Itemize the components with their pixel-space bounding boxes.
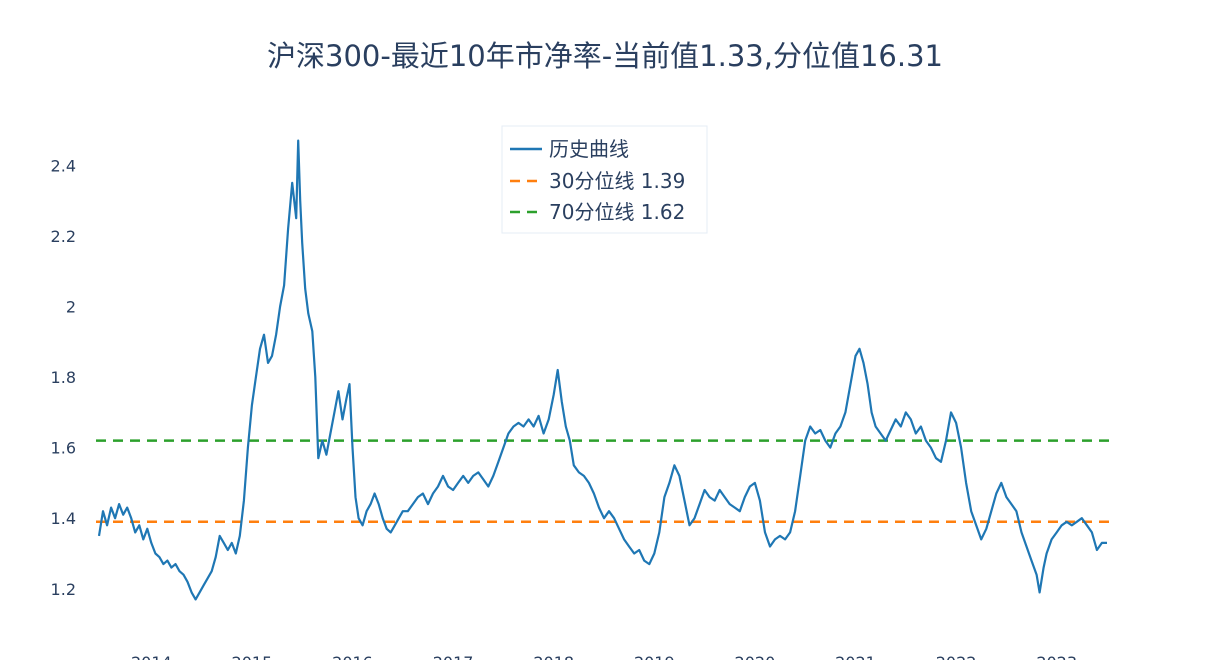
x-tick-label: 2018: [533, 653, 574, 660]
y-tick-label: 1.6: [51, 439, 76, 458]
y-tick-label: 2.4: [51, 156, 76, 175]
x-tick-label: 2021: [835, 653, 876, 660]
y-axis-ticks: 1.2 1.4 1.6 1.8 2 2.2 2.4: [51, 156, 76, 599]
x-tick-label: 2016: [332, 653, 373, 660]
chart-title: 沪深300-最近10年市净率-当前值1.33,分位值16.31: [267, 39, 943, 73]
x-tick-label: 2019: [634, 653, 675, 660]
y-tick-label: 2: [66, 297, 76, 316]
legend-label-p70: 70分位线 1.62: [549, 200, 685, 224]
x-tick-label: 2014: [131, 653, 172, 660]
x-axis-ticks: 2014 2015 2016 2017 2018 2019 2020 2021 2022 2023: [131, 653, 1077, 660]
y-tick-label: 1.8: [51, 368, 76, 387]
x-tick-label: 2020: [735, 653, 776, 660]
y-tick-label: 1.4: [51, 509, 76, 528]
y-tick-label: 1.2: [51, 580, 76, 599]
history-curve-line: [97, 139, 1107, 601]
legend-box: [501, 125, 708, 234]
x-tick-label: 2022: [936, 653, 977, 660]
y-tick-label: 2.2: [51, 227, 76, 246]
legend-label-history: 历史曲线: [549, 137, 629, 161]
series-layer: [96, 139, 1112, 601]
x-tick-label: 2023: [1036, 653, 1077, 660]
x-tick-label: 2017: [433, 653, 474, 660]
legend: 历史曲线 30分位线 1.39 70分位线 1.62: [501, 125, 708, 234]
x-tick-label: 2015: [232, 653, 273, 660]
legend-label-p30: 30分位线 1.39: [549, 169, 685, 193]
